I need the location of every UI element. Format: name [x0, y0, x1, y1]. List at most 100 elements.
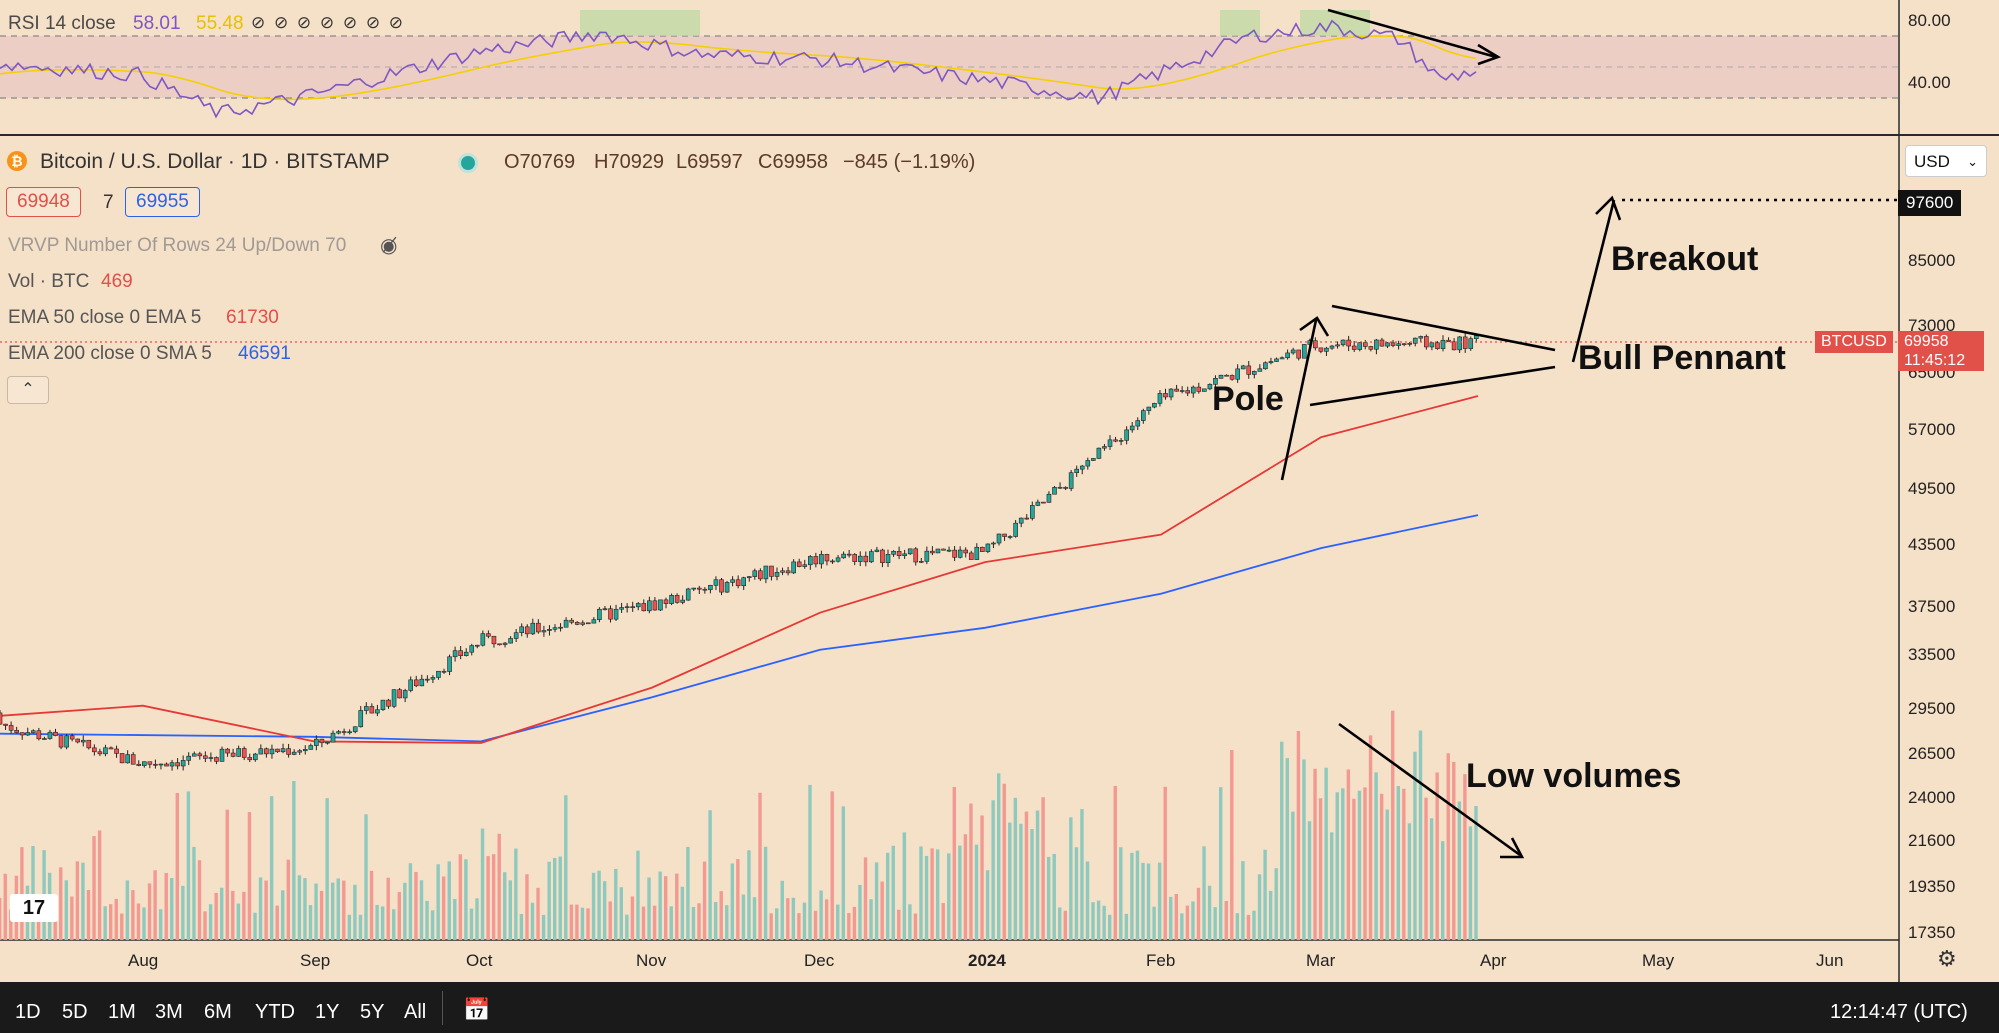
- volume-bar: [1313, 768, 1317, 940]
- x-tick: 2024: [968, 951, 1006, 970]
- tradingview-logo-icon: 17: [10, 894, 58, 922]
- hide-eye-icon[interactable]: ◉̸: [380, 235, 398, 257]
- symbol-price-tag: BTCUSD: [1815, 331, 1893, 353]
- volume-bar: [564, 795, 568, 940]
- timeframe-1m[interactable]: 1M: [108, 1001, 136, 1023]
- candle-body: [1429, 342, 1435, 348]
- candle-body: [874, 549, 880, 552]
- x-tick: Aug: [128, 951, 159, 970]
- candle-body: [1368, 346, 1374, 350]
- volume-bar: [1141, 862, 1145, 940]
- timeframe-1y[interactable]: 1Y: [315, 1001, 340, 1023]
- x-tick: Jun: [1816, 951, 1844, 970]
- rsi-settings-icons[interactable]: ⊘ ⊘ ⊘ ⊘ ⊘ ⊘ ⊘: [251, 13, 406, 32]
- volume-bar: [9, 909, 13, 940]
- candle-body: [158, 763, 164, 766]
- candle-body: [1030, 505, 1035, 519]
- volume-bar: [109, 904, 113, 940]
- candle-body: [219, 748, 225, 762]
- volume-bar: [1024, 811, 1029, 940]
- volume-bar: [897, 909, 901, 940]
- candle-body: [1079, 465, 1085, 470]
- timeframe-6m[interactable]: 6M: [204, 1001, 232, 1023]
- candle-body: [719, 579, 724, 593]
- candle-body: [896, 550, 902, 557]
- volume-bar: [408, 863, 413, 940]
- candle-body: [619, 607, 624, 610]
- rsi-overbought-fills: [580, 10, 1370, 36]
- timeframe-5y[interactable]: 5Y: [360, 1001, 385, 1023]
- candle-body: [14, 730, 19, 733]
- candle-body: [1263, 362, 1268, 370]
- collapse-legend-button[interactable]: ⌃: [7, 376, 49, 404]
- volume-bar: [1074, 847, 1079, 940]
- volume-bar: [985, 870, 990, 940]
- x-tick: Mar: [1306, 951, 1336, 970]
- volume-bar: [997, 773, 1001, 940]
- volume-bar: [158, 909, 163, 940]
- candle-body: [608, 608, 613, 620]
- timeframe-1d[interactable]: 1D: [15, 1001, 41, 1023]
- volume-bar: [902, 832, 907, 940]
- change-value: −845 (−1.19%): [843, 151, 976, 173]
- ema50-line: [0, 395, 1479, 744]
- volume-bar: [841, 806, 845, 940]
- x-tick: Apr: [1480, 951, 1507, 970]
- volume-bar: [1185, 905, 1190, 940]
- bitcoin-icon: ₿: [7, 151, 27, 171]
- currency-select[interactable]: USD ⌄: [1905, 145, 1987, 177]
- volume-bar: [392, 909, 396, 940]
- bottom-toolbar: [0, 982, 1999, 1033]
- candle-body: [1418, 336, 1424, 339]
- candle-body: [796, 561, 802, 567]
- candle-body: [330, 732, 336, 743]
- timeframe-3m[interactable]: 3M: [155, 1001, 183, 1023]
- volume-bar: [275, 905, 279, 940]
- volume-bar: [691, 906, 696, 940]
- candle-body: [1102, 446, 1107, 449]
- chart-canvas[interactable]: [0, 0, 1999, 982]
- symbol-title[interactable]: Bitcoin / U.S. Dollar · 1D · BITSTAMP: [40, 150, 390, 173]
- candle-body: [391, 689, 397, 707]
- volume-bar: [819, 890, 823, 940]
- candle-body: [1168, 388, 1174, 398]
- volume-bar: [181, 885, 185, 940]
- buy-price-box[interactable]: 69955: [125, 187, 200, 217]
- calendar-goto-icon[interactable]: 📅: [463, 997, 491, 1022]
- candle-body: [1274, 358, 1279, 362]
- volume-bar: [625, 914, 629, 940]
- candle-body: [1107, 439, 1113, 447]
- volume-bar: [36, 904, 41, 940]
- volume-bar: [1108, 914, 1112, 940]
- timeframe-all[interactable]: All: [404, 1001, 427, 1023]
- volume-bar: [1230, 750, 1234, 940]
- volume-bar: [447, 861, 451, 940]
- candle-body: [441, 670, 447, 673]
- candle-body: [325, 741, 330, 744]
- settings-gear-icon[interactable]: ⚙: [1937, 946, 1957, 971]
- volume-bar: [758, 792, 762, 940]
- candlesticks: [0, 333, 1479, 771]
- volume-bar: [802, 902, 807, 940]
- candle-body: [863, 555, 869, 563]
- candle-body: [225, 748, 230, 754]
- candle-body: [1229, 375, 1235, 380]
- timeframe-ytd[interactable]: YTD: [255, 1001, 295, 1023]
- volume-bar: [797, 913, 801, 940]
- volume-bar: [242, 891, 246, 940]
- toolbar-divider: [442, 991, 443, 1025]
- volume-bar: [1002, 783, 1006, 940]
- volume-bar: [86, 889, 91, 940]
- volume-bar: [236, 903, 241, 940]
- candle-body: [647, 600, 652, 612]
- timeframe-5d[interactable]: 5D: [62, 1001, 88, 1023]
- candle-body: [713, 579, 719, 586]
- utc-clock[interactable]: 12:14:47 (UTC): [1830, 1001, 1968, 1023]
- volume-bar: [647, 877, 651, 940]
- volume-bar: [475, 898, 479, 940]
- volume-bar: [1402, 788, 1406, 940]
- sell-price-box[interactable]: 69948: [6, 187, 81, 217]
- candle-body: [186, 755, 191, 761]
- candle-body: [524, 626, 530, 635]
- volume-bar: [713, 902, 718, 940]
